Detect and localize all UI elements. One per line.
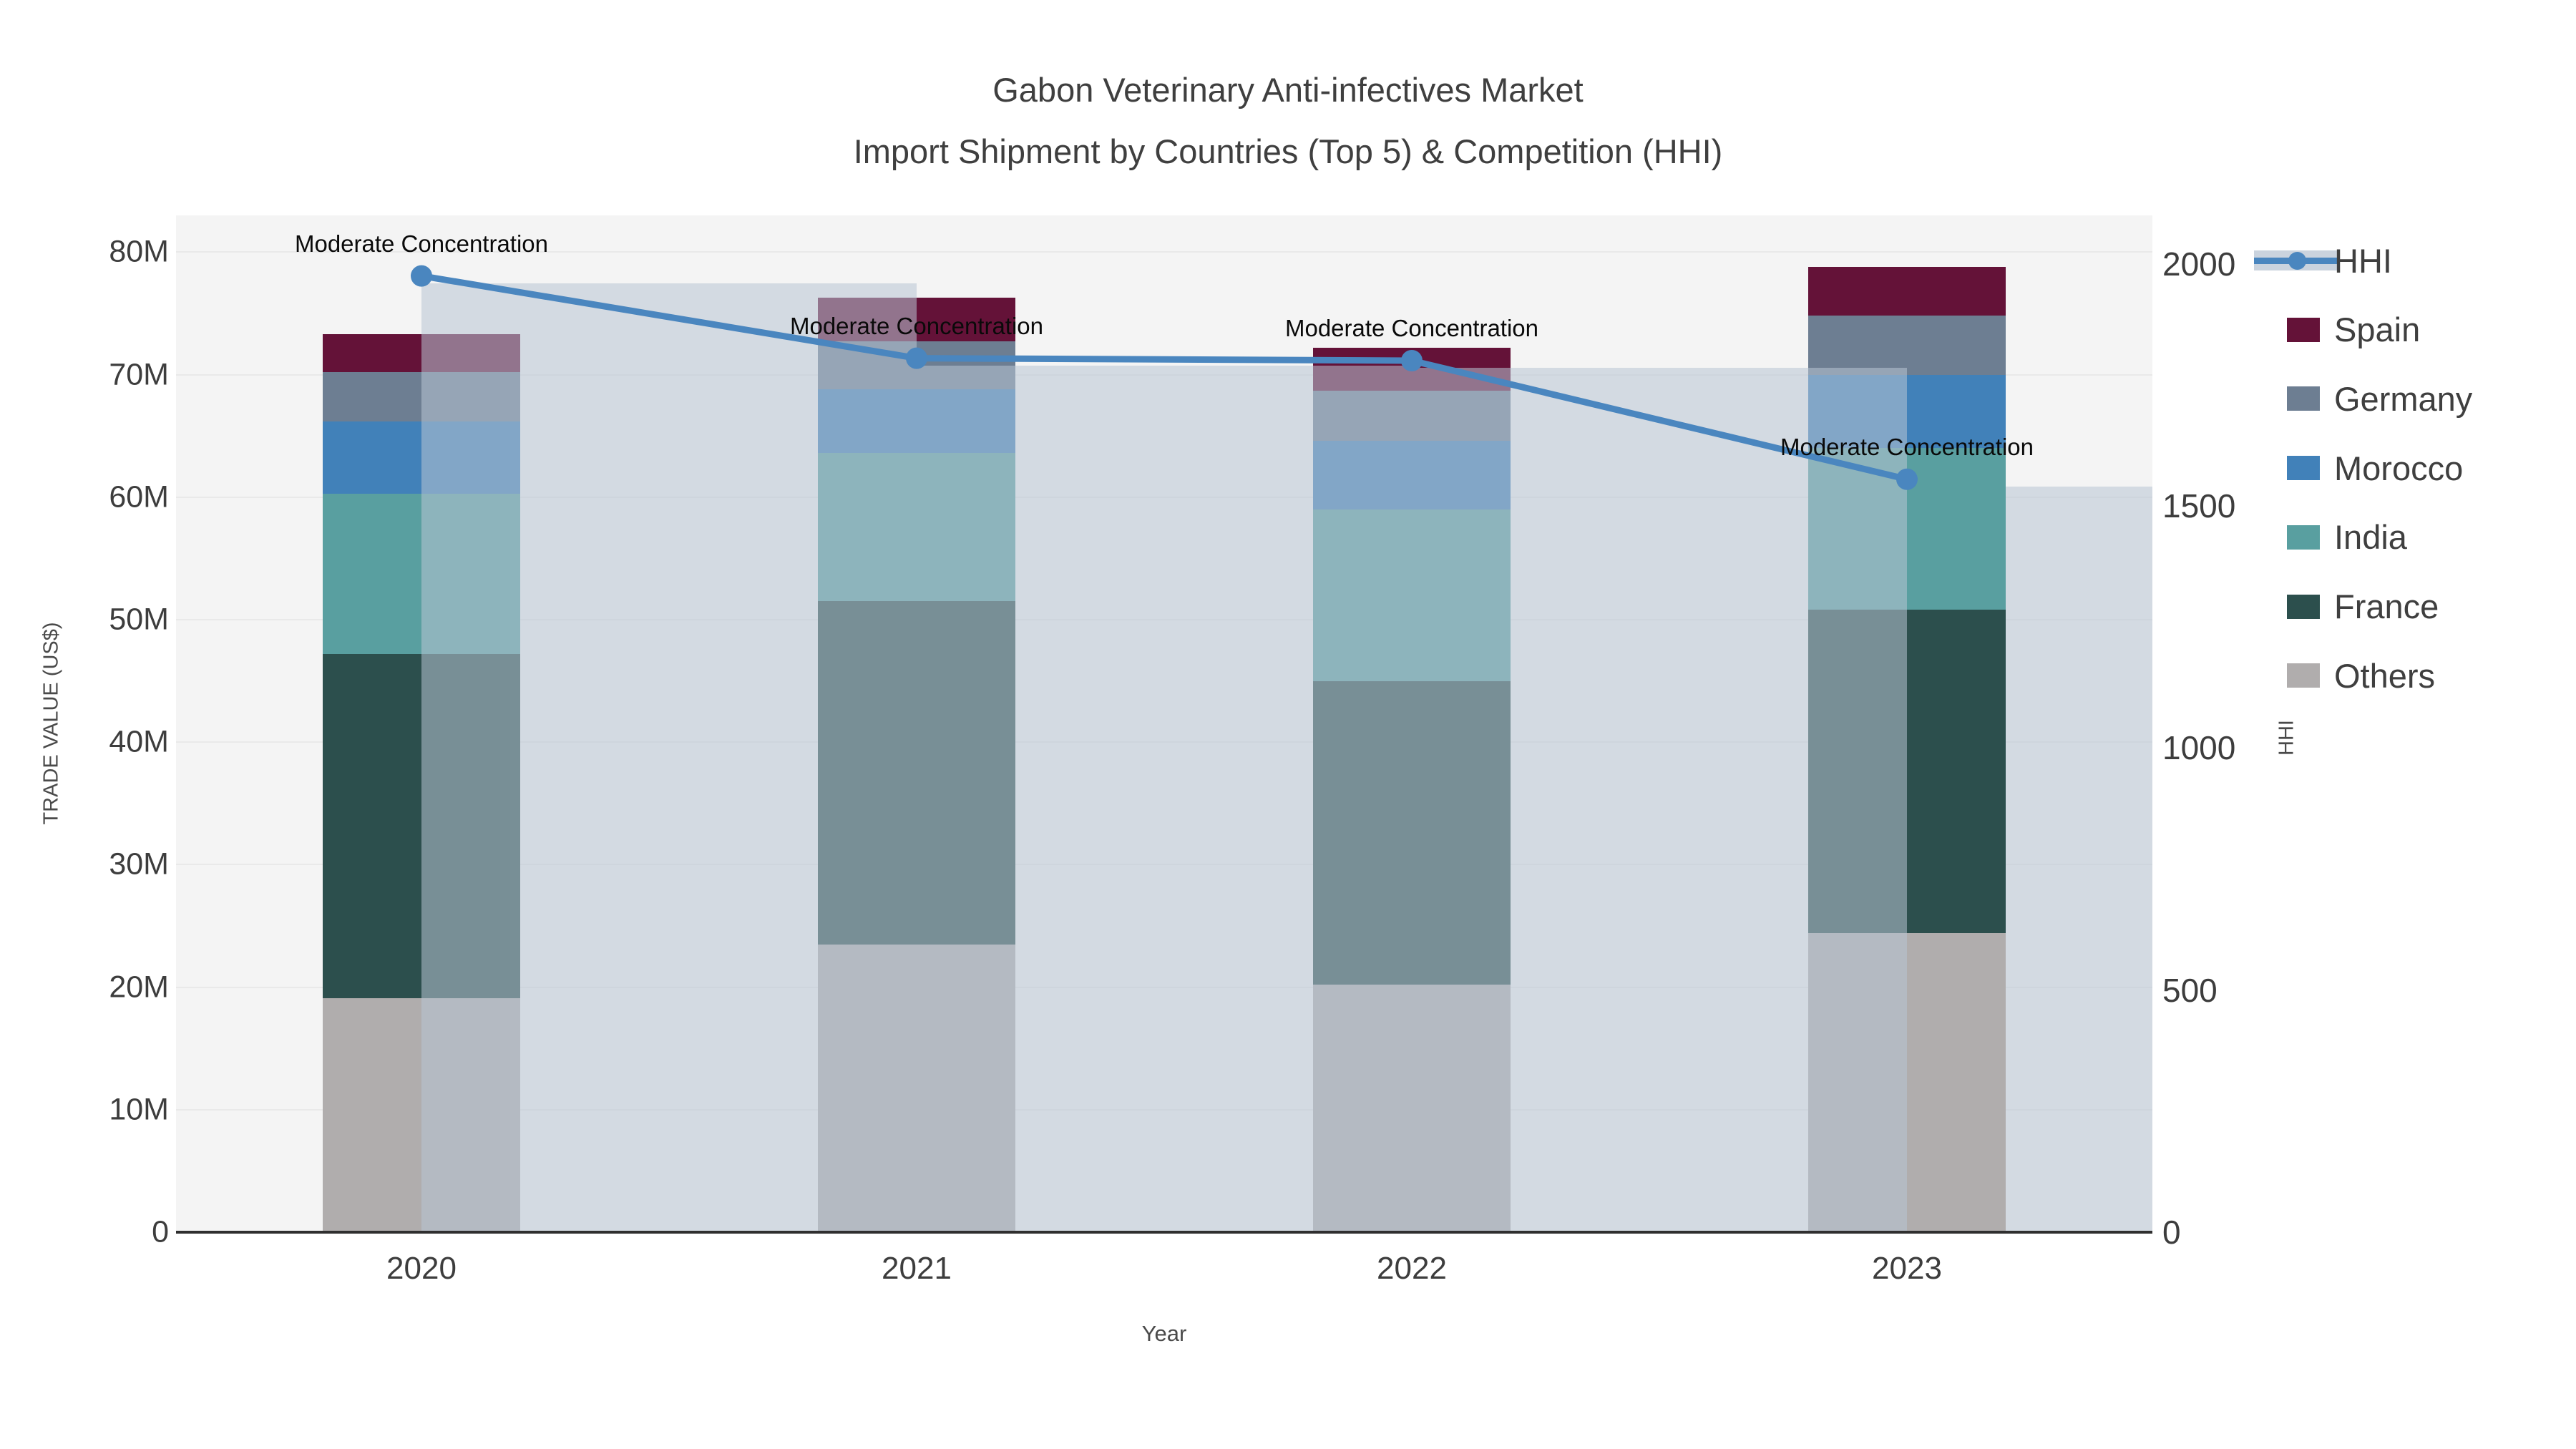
x-axis-line xyxy=(176,1231,2152,1234)
x-axis-title: Year xyxy=(1141,1321,1187,1346)
legend-item-others: Others xyxy=(2247,641,2576,710)
y-right-tick-500: 500 xyxy=(2162,971,2218,1009)
hhi-band-2023 xyxy=(2006,486,2152,1232)
y-left-tick-60M: 60M xyxy=(109,479,169,514)
y-right-tick-0: 0 xyxy=(2162,1214,2181,1251)
annotation-2022: Moderate Concentration xyxy=(1284,315,1539,341)
legend-swatch-india xyxy=(2287,525,2320,550)
y-right-tick-2000: 2000 xyxy=(2162,245,2236,283)
y-left-tick-0: 0 xyxy=(152,1214,169,1249)
legend-hhi-sample-icon xyxy=(2254,249,2340,272)
bar-segment-spain-2023 xyxy=(1808,266,2006,316)
y-left-tick-80M: 80M xyxy=(109,234,169,269)
x-tick-2022: 2022 xyxy=(1377,1251,1447,1286)
x-tick-2020: 2020 xyxy=(386,1251,457,1286)
y-left-axis-title: TRADE VALUE (US$) xyxy=(39,622,63,825)
legend-swatch-morocco xyxy=(2287,456,2320,481)
gridline xyxy=(176,251,2152,253)
legend-label-hhi: HHI xyxy=(2334,241,2392,280)
legend-item-india: India xyxy=(2247,503,2576,572)
legend-label-spain: Spain xyxy=(2334,311,2421,349)
y-left-tick-30M: 30M xyxy=(109,847,169,882)
legend-label-india: India xyxy=(2334,518,2407,557)
hhi-band-2022 xyxy=(1412,368,1907,1232)
hhi-band-2021 xyxy=(917,365,1412,1232)
legend-label-morocco: Morocco xyxy=(2334,449,2464,487)
legend-hhi-marker xyxy=(2288,252,2306,270)
legend-swatch-france xyxy=(2287,594,2320,619)
legend-swatch-spain xyxy=(2287,317,2320,342)
legend-item-morocco: Morocco xyxy=(2247,434,2576,502)
y-left-tick-70M: 70M xyxy=(109,357,169,392)
hhi-band-2020 xyxy=(421,283,917,1232)
y-left-tick-10M: 10M xyxy=(109,1092,169,1127)
legend-item-hhi: HHI xyxy=(2247,226,2576,295)
y-right-tick-1000: 1000 xyxy=(2162,729,2236,767)
annotation-2020: Moderate Concentration xyxy=(294,230,549,257)
chart-title: Gabon Veterinary Anti-infectives Market xyxy=(992,71,1584,109)
legend-label-others: Others xyxy=(2334,656,2436,695)
y-left-tick-40M: 40M xyxy=(109,724,169,759)
annotation-2023: Moderate Concentration xyxy=(1780,433,2034,460)
plot-area: Moderate Concentration Moderate Concentra… xyxy=(176,215,2152,1232)
y-left-tick-50M: 50M xyxy=(109,602,169,637)
legend-item-spain: Spain xyxy=(2247,296,2576,364)
legend-swatch-others xyxy=(2287,663,2320,688)
bar-segment-germany-2023 xyxy=(1808,316,2006,375)
y-left-tick-20M: 20M xyxy=(109,970,169,1005)
chart-subtitle: Import Shipment by Countries (Top 5) & C… xyxy=(853,132,1723,170)
x-tick-2023: 2023 xyxy=(1872,1251,1942,1286)
legend-label-germany: Germany xyxy=(2334,379,2473,418)
y-right-tick-1500: 1500 xyxy=(2162,487,2236,525)
y-right-axis-title: HHI xyxy=(2275,720,2298,756)
legend-item-france: France xyxy=(2247,572,2576,641)
legend-item-germany: Germany xyxy=(2247,364,2576,433)
x-tick-2021: 2021 xyxy=(882,1251,952,1286)
legend-swatch-germany xyxy=(2287,386,2320,411)
legend-label-france: France xyxy=(2334,587,2439,625)
annotation-2021: Moderate Concentration xyxy=(789,312,1044,339)
